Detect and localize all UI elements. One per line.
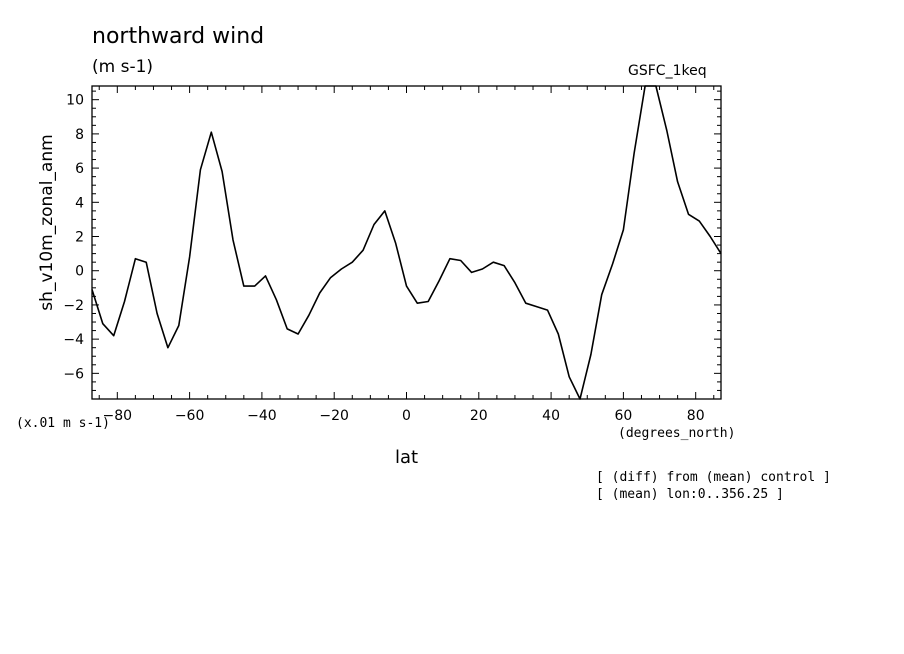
axis-ticks xyxy=(92,86,721,399)
y-tick-label: 0 xyxy=(75,264,84,280)
x-tick-label: −40 xyxy=(247,408,277,424)
y-tick-label: 6 xyxy=(75,161,84,177)
y-axis-label: sh_v10m_zonal_anm xyxy=(37,134,57,310)
x-tick-label: 80 xyxy=(687,408,705,424)
x-tick-label: 0 xyxy=(402,408,411,424)
series-line xyxy=(91,85,722,400)
x-tick-label: −80 xyxy=(103,408,133,424)
y-tick-label: −4 xyxy=(63,332,84,348)
y-tick-label: 10 xyxy=(66,93,84,109)
x-tick-label: 20 xyxy=(470,408,488,424)
x-axis-label: lat xyxy=(395,447,419,468)
chart-title: northward wind xyxy=(92,24,265,49)
y-tick-label: 8 xyxy=(75,127,84,143)
model-label: GSFC_1keq xyxy=(628,63,707,79)
y-tick-label: 4 xyxy=(75,195,84,211)
x-tick-label: −20 xyxy=(319,408,349,424)
plot-frame xyxy=(91,85,722,400)
x-tick-label: 40 xyxy=(542,408,560,424)
chart-subtitle: (m s-1) xyxy=(92,57,154,77)
annotation-mean: [ (mean) lon:0..356.25 ] xyxy=(596,487,784,502)
y-tick-label: −2 xyxy=(63,298,84,314)
y-scale-label: (x.01 m s-1) xyxy=(16,416,110,431)
x-tick-label: −60 xyxy=(175,408,205,424)
x-units-label: (degrees_north) xyxy=(618,426,736,441)
x-tick-label: 60 xyxy=(614,408,632,424)
y-tick-label: −6 xyxy=(63,366,84,382)
annotation-diff: [ (diff) from (mean) control ] xyxy=(596,470,831,485)
y-tick-label: 2 xyxy=(75,230,84,246)
